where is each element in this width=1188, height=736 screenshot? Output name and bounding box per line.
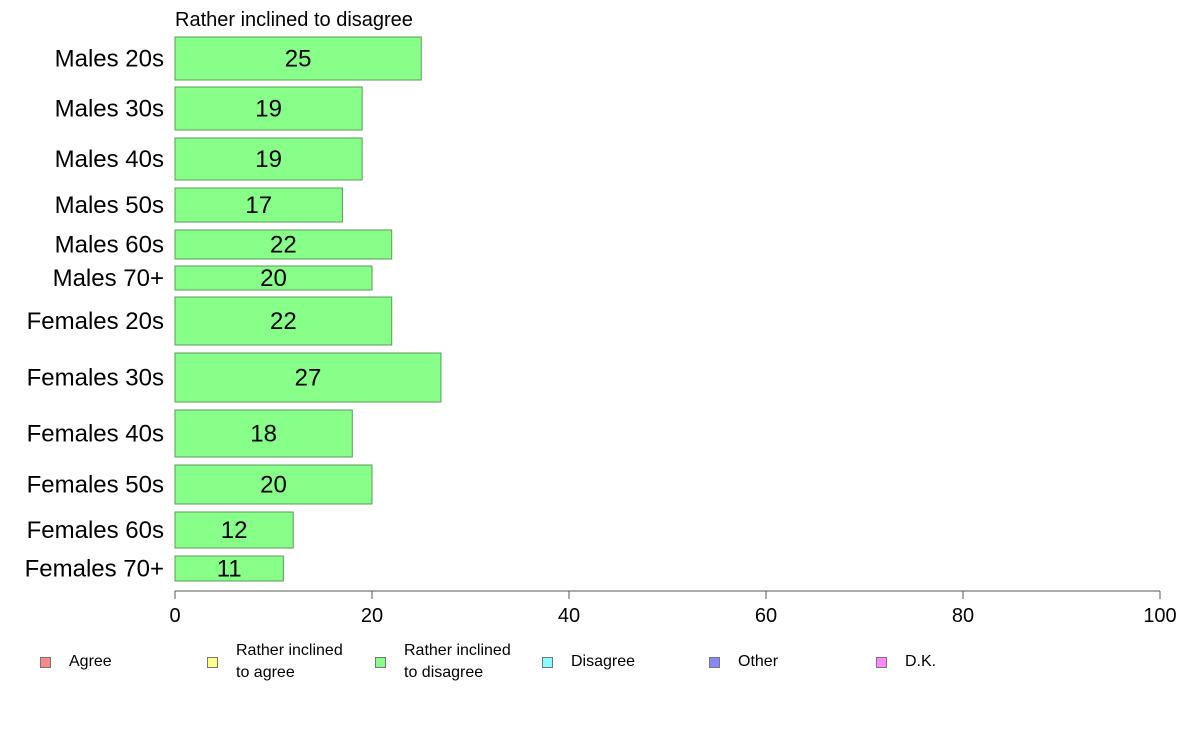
bar-value-label: 27	[295, 365, 322, 392]
category-label: Females 60s	[27, 517, 164, 544]
legend-item: Other	[709, 640, 778, 684]
legend-label: Rather inclined to agree	[236, 642, 343, 681]
legend-swatch	[40, 656, 51, 668]
x-tick-label: 20	[361, 605, 383, 627]
x-tick-label: 0	[169, 605, 180, 627]
bar-value-label: 19	[255, 146, 282, 173]
category-label: Males 30s	[55, 96, 164, 123]
category-label: Males 50s	[55, 192, 164, 219]
category-label: Females 70+	[25, 556, 164, 583]
x-tick-label: 100	[1143, 605, 1176, 627]
legend-item: Rather inclined to disagree	[375, 640, 511, 684]
bar	[174, 296, 393, 346]
x-tick-label: 80	[952, 605, 974, 627]
bar	[174, 86, 363, 131]
bar-value-label: 20	[260, 472, 287, 499]
category-label: Females 20s	[27, 308, 164, 335]
legend-swatch	[709, 656, 720, 668]
bar	[174, 36, 422, 81]
category-label: Females 30s	[27, 365, 164, 392]
category-label: Females 40s	[27, 421, 164, 448]
bar-value-label: 22	[270, 308, 297, 335]
bar	[174, 511, 294, 549]
bar	[174, 352, 442, 403]
bar	[174, 409, 353, 458]
category-label: Females 50s	[27, 472, 164, 499]
bar	[174, 555, 284, 582]
legend: Agree Rather inclined to agree Rather incl…	[0, 640, 1188, 690]
bar-value-label: 18	[250, 421, 277, 448]
bar-value-label: 19	[255, 96, 282, 123]
legend-label: Other	[738, 653, 779, 670]
legend-label: Agree	[69, 653, 112, 670]
legend-swatch	[207, 656, 218, 668]
legend-item: Rather inclined to agree	[207, 640, 343, 684]
category-label: Males 20s	[55, 46, 164, 73]
bar	[174, 187, 343, 223]
legend-label: D.K.	[905, 653, 937, 670]
bar	[174, 137, 363, 181]
x-tick-label: 60	[755, 605, 777, 627]
x-axis: 0 20 40 60 80 100	[169, 590, 1177, 627]
legend-label: Rather inclined to disagree	[404, 642, 511, 681]
bar-value-label: 25	[285, 46, 312, 73]
bar	[174, 229, 393, 260]
bar	[174, 464, 373, 505]
legend-label: Disagree	[571, 653, 636, 670]
bar-value-label: 20	[260, 265, 287, 292]
category-label: Males 60s	[55, 232, 164, 259]
bar-value-label: 22	[270, 232, 297, 259]
bars-group: 25 Males 20s 19 Males 30s 19 Males 40s 17 Males…	[25, 36, 442, 583]
legend-item: D.K.	[876, 640, 936, 684]
bar-value-label: 17	[245, 192, 272, 219]
category-label: Males 40s	[55, 146, 164, 173]
legend-item: Agree	[40, 640, 112, 684]
chart-title: Rather inclined to disagree	[175, 9, 413, 31]
legend-item: Disagree	[542, 640, 635, 684]
bar	[174, 265, 373, 291]
legend-swatch	[375, 656, 386, 668]
bar-chart: Rather inclined to disagree 25 Males 20s 1…	[25, 9, 1177, 627]
x-tick-label: 40	[558, 605, 580, 627]
legend-swatch	[876, 656, 887, 668]
bar-value-label: 11	[217, 556, 242, 583]
category-label: Males 70+	[53, 265, 164, 292]
bar-value-label: 12	[221, 517, 248, 544]
legend-swatch	[542, 656, 553, 668]
